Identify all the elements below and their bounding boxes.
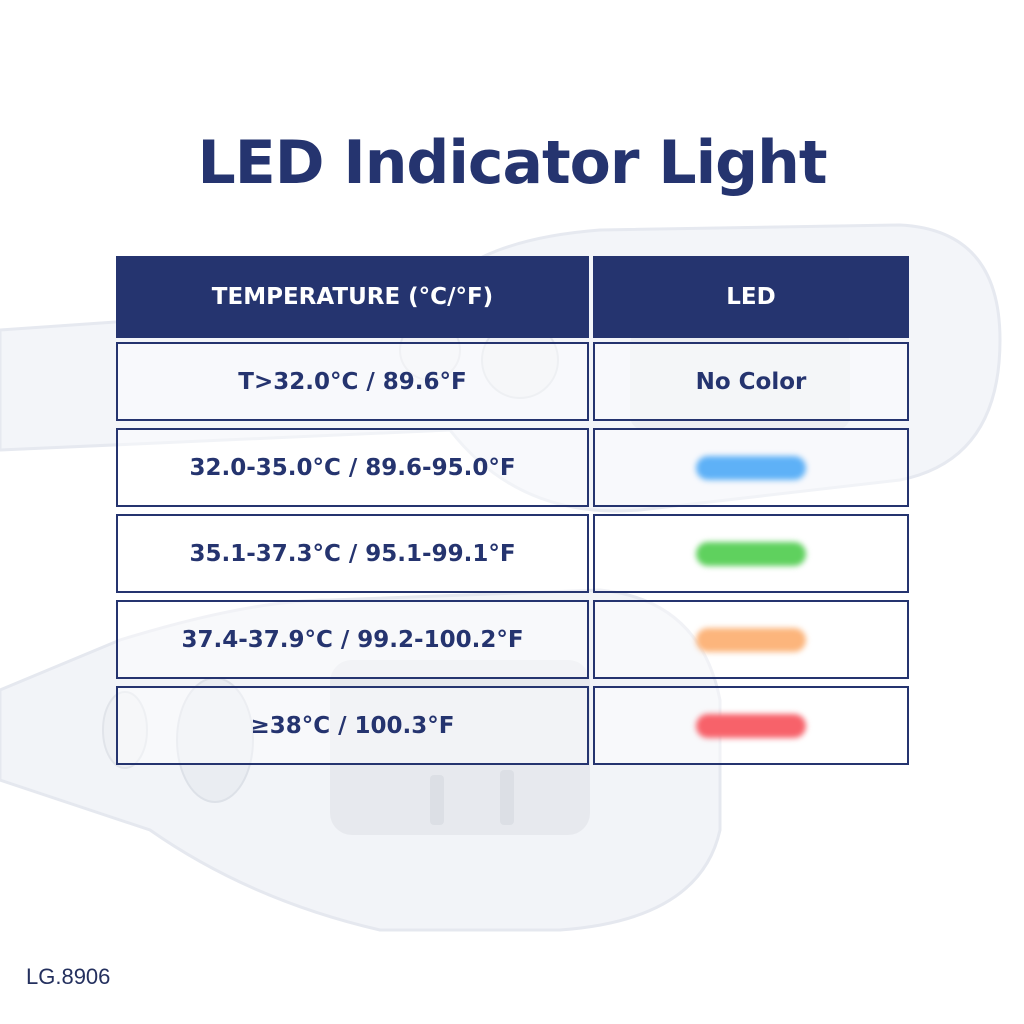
led-cell — [593, 686, 909, 765]
header-temperature: TEMPERATURE (°C/°F) — [116, 256, 589, 338]
temperature-cell: T>32.0°C / 89.6°F — [116, 342, 589, 421]
led-blue-swatch — [696, 455, 806, 480]
temperature-cell: 37.4-37.9°C / 99.2-100.2°F — [116, 600, 589, 679]
led-orange-swatch — [696, 627, 806, 652]
led-cell — [593, 600, 909, 679]
header-led: LED — [593, 256, 909, 338]
led-red-swatch — [696, 713, 806, 738]
led-cell: No Color — [593, 342, 909, 421]
led-green-swatch — [696, 541, 806, 566]
temperature-cell: 32.0-35.0°C / 89.6-95.0°F — [116, 428, 589, 507]
page-title: LED Indicator Light — [197, 128, 827, 198]
led-cell — [593, 428, 909, 507]
led-no-color-label: No Color — [695, 368, 807, 395]
temperature-cell: 35.1-37.3°C / 95.1-99.1°F — [116, 514, 589, 593]
led-cell — [593, 514, 909, 593]
model-code: LG.8906 — [26, 964, 111, 989]
temperature-cell: ≥38°C / 100.3°F — [116, 686, 589, 765]
